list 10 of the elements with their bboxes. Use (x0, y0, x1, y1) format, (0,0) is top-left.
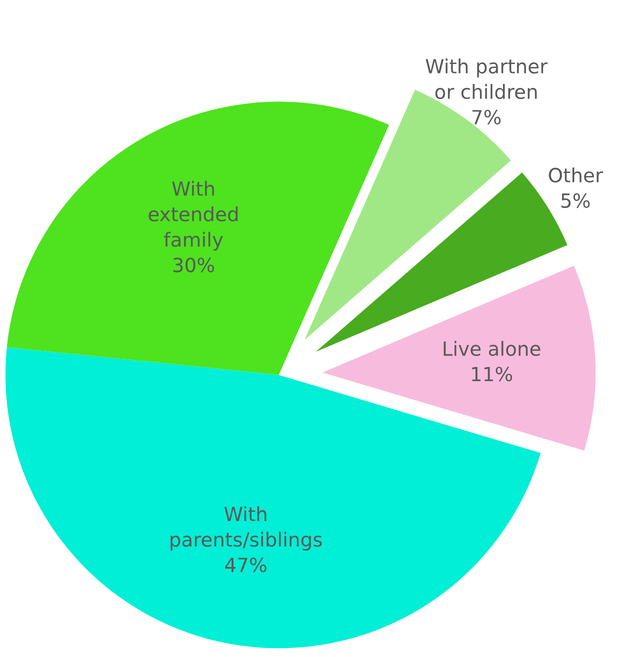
slice-label: With partner or children (426, 58, 548, 100)
slice-label: With parents/siblings (170, 506, 322, 551)
data-label: 30% (173, 258, 214, 272)
slice-label: With extended family (148, 180, 238, 251)
data-label: 5% (561, 193, 590, 208)
data-label: 11% (472, 366, 512, 382)
data-label: 47% (225, 558, 266, 572)
slice-label: Live alone (444, 340, 540, 356)
data-label: 7% (472, 110, 501, 125)
slice-label: Other (548, 167, 603, 183)
